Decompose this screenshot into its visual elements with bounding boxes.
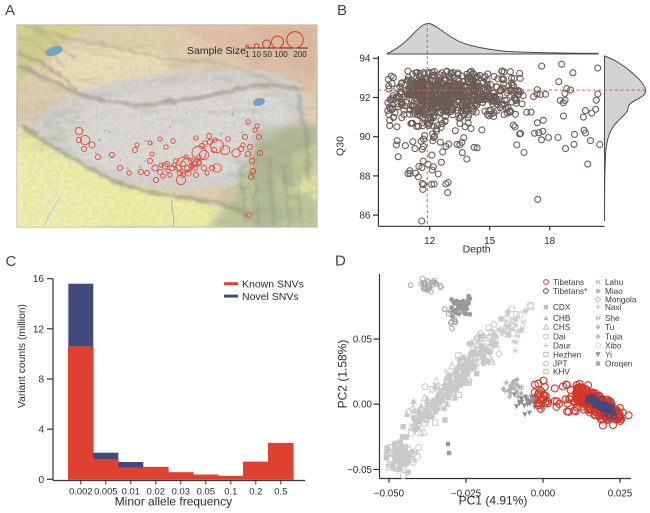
svg-text:0.000: 0.000 <box>531 488 556 499</box>
svg-text:18: 18 <box>544 236 556 247</box>
svg-text:0.025: 0.025 <box>608 488 633 499</box>
svg-text:Xibo: Xibo <box>605 342 622 351</box>
svg-text:Tujia: Tujia <box>605 333 623 342</box>
svg-text:Mongola: Mongola <box>605 296 637 305</box>
svg-text:0.2: 0.2 <box>249 486 262 497</box>
svg-text:Tu: Tu <box>605 323 615 332</box>
svg-text:10: 10 <box>252 50 261 59</box>
svg-text:1: 1 <box>245 50 250 59</box>
svg-text:Yi: Yi <box>605 351 612 360</box>
svg-text:She: She <box>605 314 620 323</box>
svg-text:0.05: 0.05 <box>353 334 373 345</box>
svg-text:0.02: 0.02 <box>147 486 165 497</box>
svg-text:Hezhen: Hezhen <box>553 351 582 360</box>
svg-text:Variant counts (million): Variant counts (million) <box>17 304 28 408</box>
svg-text:Miao: Miao <box>605 287 623 296</box>
svg-text:86: 86 <box>359 211 371 222</box>
svg-text:0.03: 0.03 <box>172 486 190 497</box>
svg-text:4: 4 <box>38 425 44 436</box>
svg-text:Tibetans: Tibetans <box>553 278 584 287</box>
svg-text:15: 15 <box>484 236 496 247</box>
svg-text:C: C <box>6 253 17 270</box>
svg-text:94: 94 <box>359 54 371 65</box>
svg-text:Naxi: Naxi <box>605 303 622 312</box>
svg-text:90: 90 <box>359 132 371 143</box>
svg-text:Depth: Depth <box>463 244 491 256</box>
svg-text:Sample Size: Sample Size <box>187 45 246 57</box>
svg-text:KHV: KHV <box>553 368 570 377</box>
svg-text:50: 50 <box>263 50 272 59</box>
svg-text:12: 12 <box>424 236 436 247</box>
svg-text:Oroqen: Oroqen <box>605 360 633 369</box>
svg-text:−0.05: −0.05 <box>347 465 372 476</box>
svg-text:CHB: CHB <box>553 314 571 323</box>
svg-text:B: B <box>337 2 347 19</box>
svg-text:D: D <box>335 253 346 270</box>
svg-text:0.002: 0.002 <box>69 486 92 497</box>
svg-text:0.05: 0.05 <box>197 486 215 497</box>
svg-text:Novel SNVs: Novel SNVs <box>242 291 299 303</box>
svg-text:Lahu: Lahu <box>605 278 624 287</box>
svg-text:Dai: Dai <box>553 333 565 342</box>
svg-text:Minor allele frequency: Minor allele frequency <box>115 494 232 508</box>
svg-text:PC2 (1.58%): PC2 (1.58%) <box>336 340 350 409</box>
svg-text:8: 8 <box>38 375 44 386</box>
svg-text:92: 92 <box>359 93 371 104</box>
svg-text:JPT: JPT <box>553 360 568 369</box>
svg-text:0.005: 0.005 <box>94 486 117 497</box>
svg-text:CHS: CHS <box>553 323 571 332</box>
svg-text:0.01: 0.01 <box>122 486 140 497</box>
svg-text:−0.050: −0.050 <box>374 488 405 499</box>
svg-text:200: 200 <box>293 50 307 59</box>
svg-text:Tibetans*: Tibetans* <box>553 287 588 296</box>
svg-text:0: 0 <box>38 475 44 486</box>
svg-text:−0.025: −0.025 <box>451 488 482 499</box>
svg-text:12: 12 <box>33 324 45 335</box>
svg-text:Known SNVs: Known SNVs <box>242 279 304 291</box>
svg-text:Q30: Q30 <box>335 136 347 156</box>
svg-text:A: A <box>5 2 15 19</box>
svg-text:88: 88 <box>359 171 371 182</box>
svg-text:Daur: Daur <box>553 342 571 351</box>
svg-text:CDX: CDX <box>553 303 571 312</box>
svg-text:0.5: 0.5 <box>274 486 287 497</box>
svg-text:PC1 (4.91%): PC1 (4.91%) <box>459 494 528 508</box>
svg-text:16: 16 <box>33 274 45 285</box>
svg-text:100: 100 <box>274 50 288 59</box>
svg-text:0.1: 0.1 <box>224 486 237 497</box>
svg-text:0.00: 0.00 <box>353 400 373 411</box>
